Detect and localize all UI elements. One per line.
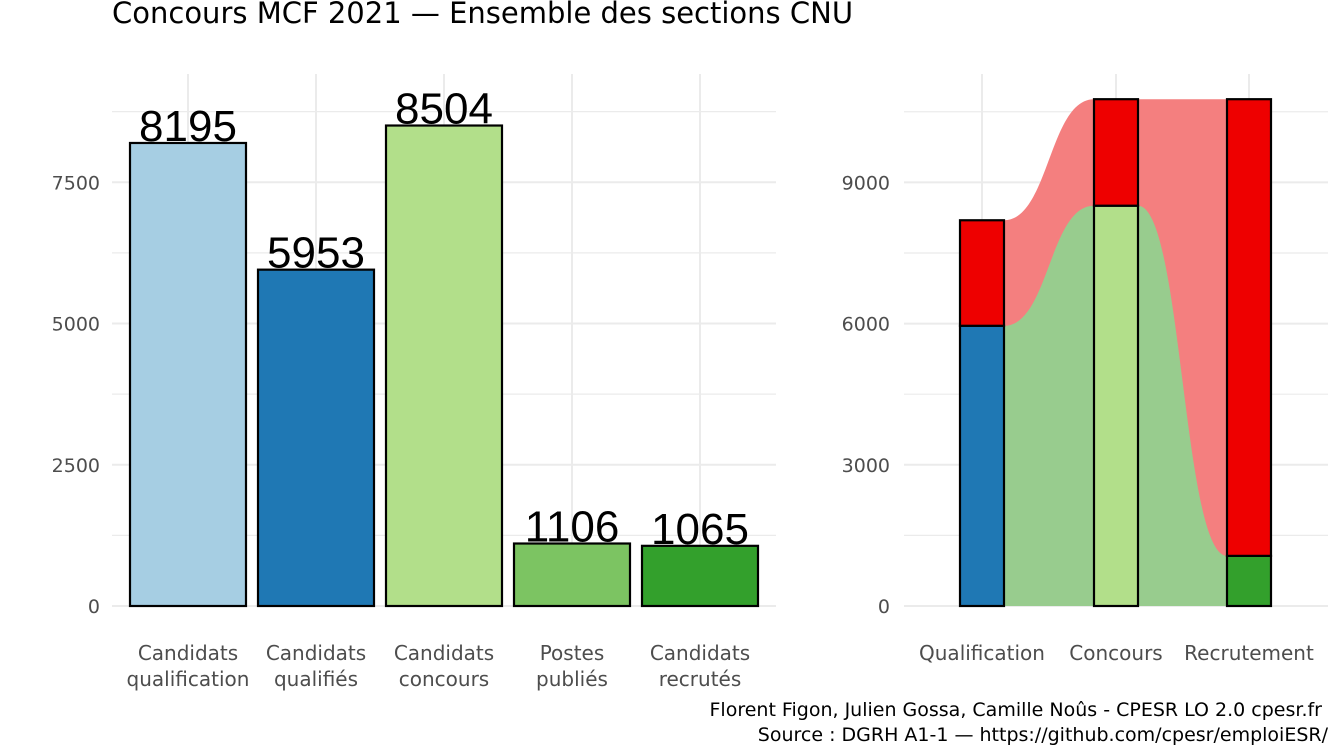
stacked-bar-base [958, 324, 1006, 608]
x-tick-label: concours [399, 667, 489, 691]
left-bar-chart: 0 2500 5000 7500 8195 5953 8504 1106 1065 Candida… [52, 74, 776, 691]
x-tick-label: recrutés [659, 667, 742, 691]
x-tick-label: Recrutement [1184, 641, 1314, 665]
y-tick-label: 0 [878, 596, 890, 618]
bar-value-label: 1065 [651, 505, 749, 554]
y-tick-label: 0 [88, 596, 100, 618]
y-tick-label: 5000 [52, 314, 100, 336]
bar [640, 544, 760, 608]
y-tick-label: 3000 [842, 455, 890, 477]
x-tick-label: qualification [127, 667, 250, 691]
y-tick-label: 6000 [842, 314, 890, 336]
x-tick-label: Candidats [394, 641, 494, 665]
bar-value-label: 1106 [525, 503, 620, 552]
bar [128, 141, 248, 608]
x-tick-label: Candidats [138, 641, 238, 665]
x-tick-label: Concours [1069, 641, 1162, 665]
right-flow-chart: 0 3000 6000 9000 Qualification Concours Recrut… [842, 74, 1328, 665]
x-tick-label: Postes [540, 641, 605, 665]
stacked-bar-base [1092, 204, 1140, 608]
y-tick-label: 9000 [842, 172, 890, 194]
stacked-bar-top [1092, 98, 1140, 207]
stacked-bar-top [1225, 98, 1273, 557]
stacked-bar-top [958, 219, 1006, 327]
x-tick-label: Candidats [650, 641, 750, 665]
stacked-bar-base [1225, 554, 1273, 608]
x-tick-label: Qualification [919, 641, 1045, 665]
bar-value-label: 8195 [139, 102, 237, 151]
y-tick-label: 7500 [52, 172, 100, 194]
bar [256, 268, 376, 608]
bar-value-label: 8504 [395, 85, 493, 134]
caption-source: Source : DGRH A1-1 — https://github.com/… [758, 724, 1329, 746]
chart-title: Concours MCF 2021 — Ensemble des section… [112, 0, 853, 30]
bar [512, 542, 632, 608]
x-tick-label: Candidats [266, 641, 366, 665]
bar-value-label: 5953 [267, 229, 365, 278]
y-tick-label: 2500 [52, 455, 100, 477]
bar [384, 124, 504, 608]
x-tick-label: publiés [536, 667, 608, 691]
x-tick-label: qualifiés [274, 667, 358, 691]
caption-authors: Florent Figon, Julien Gossa, Camille Noû… [709, 699, 1322, 721]
